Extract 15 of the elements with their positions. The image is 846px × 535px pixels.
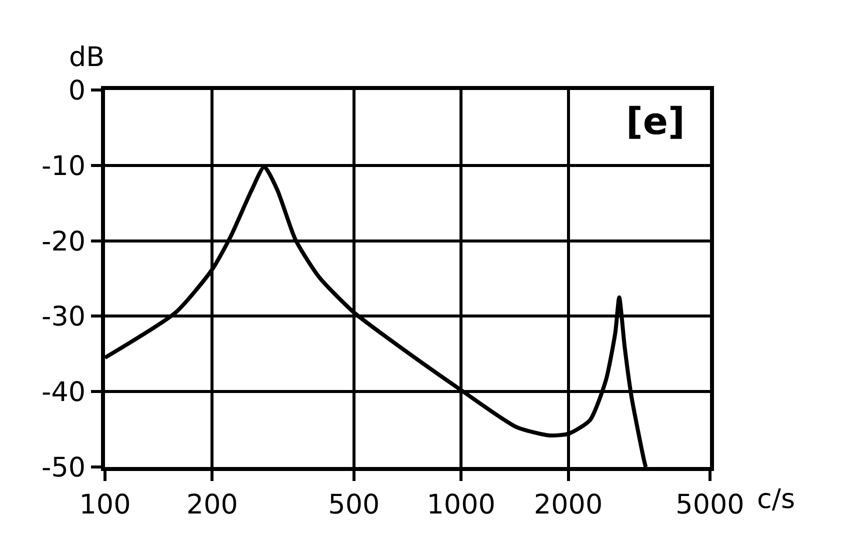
annotation: [e]	[626, 100, 685, 143]
x-tick-label: 1000	[426, 489, 496, 520]
x-tick-label: 200	[186, 489, 238, 520]
y-tick-label: -20	[41, 226, 86, 258]
x-axis-title: c/s	[757, 484, 796, 515]
y-tick-label: -30	[41, 302, 86, 333]
y-tick-label: -50	[41, 452, 86, 484]
y-tick-label: -10	[41, 150, 86, 182]
y-tick-label: 0	[68, 75, 86, 106]
x-tick-label: 2000	[534, 489, 603, 520]
x-tick-label: 500	[328, 489, 380, 520]
y-axis-title: dB	[69, 42, 105, 73]
x-tick-label: 100	[79, 489, 131, 520]
x-tick-label: 5000	[676, 489, 744, 520]
y-tick-label: -40	[41, 377, 86, 408]
